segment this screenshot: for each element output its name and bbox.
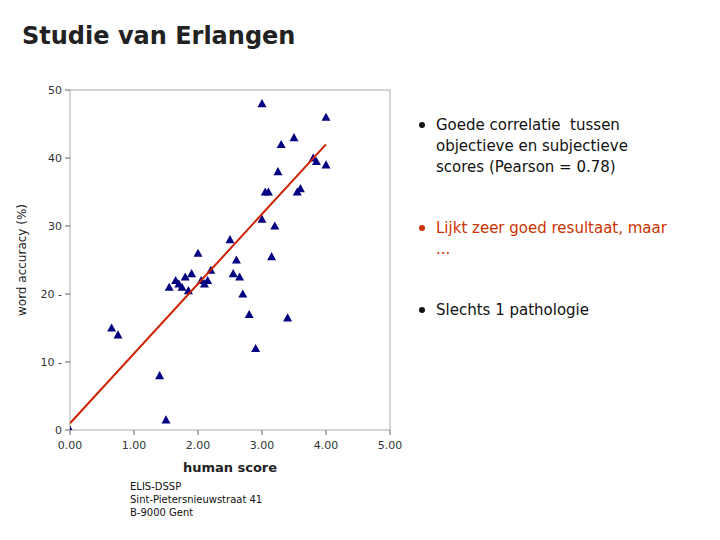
- y-tick-label: 40: [48, 152, 62, 165]
- scatter-point: [267, 252, 276, 260]
- scatter-point: [277, 140, 286, 148]
- scatter-point: [258, 99, 267, 107]
- scatter-point: [270, 222, 279, 230]
- y-tick: [65, 430, 70, 431]
- annotation: Slechts 1 pathologie: [436, 301, 589, 319]
- scatter-point: [238, 290, 247, 298]
- plot-data: [70, 99, 331, 430]
- y-tick: [65, 158, 70, 159]
- y-tick: [65, 294, 70, 295]
- y-tick-label: 30: [48, 220, 62, 233]
- y-tick-label: 50: [48, 84, 62, 97]
- scatter-point: [274, 167, 283, 175]
- plot-frame: [70, 90, 390, 430]
- title: Studie van Erlangen: [22, 22, 295, 50]
- chart: Studie van Erlangen 0.00 1.00 2.00 3.00 4.00 5…: [0, 0, 720, 540]
- x-tick: [390, 430, 391, 435]
- scatter-point: [162, 415, 171, 423]
- x-tick-label: 0.00: [58, 439, 83, 452]
- y-tick-label: 20 -: [41, 288, 62, 301]
- scatter-point: [187, 269, 196, 277]
- x-tick: [198, 430, 199, 435]
- scatter-point: [70, 426, 75, 431]
- scatter-point: [322, 113, 331, 121]
- annotation: Goede correlatie tussenobjectieve en sub…: [436, 116, 628, 176]
- trend-line: [70, 144, 326, 423]
- x-tick: [326, 430, 327, 435]
- y-tick-label: 0: [55, 424, 62, 437]
- x-tick: [134, 430, 135, 435]
- bullet: [419, 307, 425, 313]
- scatter-point: [322, 160, 331, 168]
- bullet: [419, 225, 425, 231]
- y-tick: [65, 226, 70, 227]
- scatter-point: [235, 273, 244, 281]
- x-tick-label: 2.00: [186, 439, 211, 452]
- scatter-point: [194, 249, 203, 257]
- scatter-point: [178, 283, 187, 291]
- scatter-point: [232, 256, 241, 264]
- scatter-point: [114, 330, 123, 338]
- y-axis-label: word accuracy (%): [15, 204, 29, 316]
- scatter-point: [283, 313, 292, 321]
- scatter-point: [229, 269, 238, 277]
- x-tick: [70, 430, 71, 435]
- scatter-point: [245, 310, 254, 318]
- x-tick-label: 1.00: [122, 439, 147, 452]
- scatter-point: [251, 344, 260, 352]
- scatter-point: [296, 184, 305, 192]
- scatter-point: [226, 235, 235, 243]
- footer: ELIS-DSSPSint-Pietersnieuwstraat 41B-900…: [130, 481, 262, 518]
- bullet: [419, 122, 425, 128]
- x-axis-label: human score: [183, 460, 277, 475]
- y-tick-label: 10 -: [41, 356, 62, 369]
- x-tick-label: 5.00: [378, 439, 403, 452]
- y-tick: [65, 90, 70, 91]
- x-tick-label: 4.00: [314, 439, 339, 452]
- scatter-point: [264, 188, 273, 196]
- annotation: Lijkt zeer goed resultaat, maar...: [436, 219, 668, 258]
- x-tick: [262, 430, 263, 435]
- scatter-point: [290, 133, 299, 141]
- scatter-point: [155, 371, 164, 379]
- y-tick: [65, 362, 70, 363]
- x-tick-label: 3.00: [250, 439, 275, 452]
- scatter-point: [107, 324, 116, 332]
